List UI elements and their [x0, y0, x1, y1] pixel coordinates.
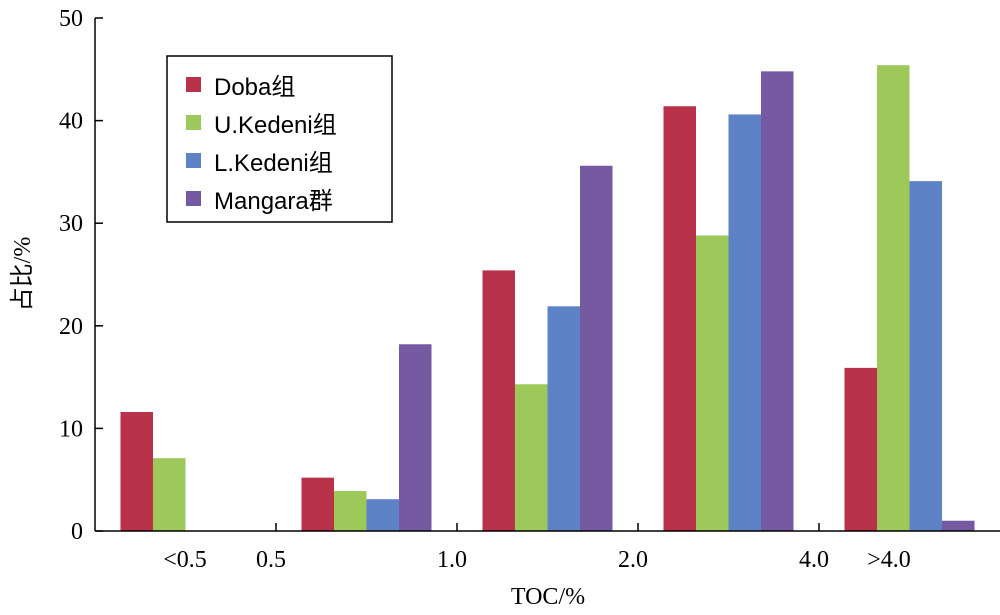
bar-Doba组-<0.5 [120, 411, 153, 531]
x-tick-label: >4.0 [867, 547, 911, 573]
legend-label: Mangara群 [214, 188, 333, 215]
x-tick-label: 2.0 [618, 547, 648, 573]
y-tick-label: 30 [59, 211, 83, 237]
y-tick-label: 40 [59, 109, 83, 135]
y-tick-label: 0 [71, 519, 83, 545]
legend-swatch [186, 191, 201, 206]
legend-box [166, 55, 393, 223]
legend-swatch [186, 153, 201, 168]
bar-Mangara群-0.5–1.0 [399, 344, 432, 531]
bar-U.Kedeni组->4.0 [877, 65, 910, 532]
bar-Mangara群-2.0–4.0 [761, 71, 794, 532]
bar-U.Kedeni组-<0.5 [153, 458, 186, 531]
legend-label: L.Kedeni组 [214, 150, 333, 177]
bar-U.Kedeni组-2.0–4.0 [696, 235, 729, 531]
bar-Mangara群->4.0 [942, 520, 975, 531]
bars-group [120, 65, 975, 532]
y-tick-label: 50 [59, 6, 83, 32]
legend-label: Doba组 [214, 74, 295, 101]
bar-Doba组-0.5–1.0 [301, 477, 334, 531]
legend-swatch [186, 77, 201, 92]
x-ticks-group: <0.5 0.5 1.0 2.0 4.0 >4.0 [163, 523, 911, 573]
bar-L.Kedeni组-0.5–1.0 [366, 499, 399, 531]
bar-Doba组-2.0–4.0 [663, 106, 696, 532]
bar-Mangara群-1.0–2.0 [580, 165, 613, 531]
x-tick-label: 1.0 [437, 547, 467, 573]
bar-L.Kedeni组-2.0–4.0 [728, 114, 761, 531]
bar-L.Kedeni组->4.0 [909, 181, 942, 531]
legend-label: U.Kedeni组 [214, 112, 337, 139]
legend-swatch [186, 115, 201, 130]
bar-L.Kedeni组-1.0–2.0 [547, 306, 580, 531]
axes-group [94, 18, 1000, 532]
y-ticks-group: 0 10 20 30 40 50 [59, 6, 103, 545]
bar-Doba组-1.0–2.0 [482, 270, 515, 531]
legend: Doba组 U.Kedeni组 L.Kedeni组 Mangara群 [166, 55, 393, 223]
y-tick-label: 10 [59, 416, 83, 442]
x-tick-label: 0.5 [256, 547, 286, 573]
x-tick-label: <0.5 [163, 547, 207, 573]
y-tick-label: 20 [59, 314, 83, 340]
x-tick-label: 4.0 [799, 547, 829, 573]
bar-Doba组->4.0 [844, 367, 877, 531]
bar-U.Kedeni组-1.0–2.0 [515, 384, 548, 531]
x-axis-title: TOC/% [511, 584, 585, 610]
y-axis-title: 占比/% [9, 237, 36, 312]
bar-U.Kedeni组-0.5–1.0 [334, 490, 367, 531]
